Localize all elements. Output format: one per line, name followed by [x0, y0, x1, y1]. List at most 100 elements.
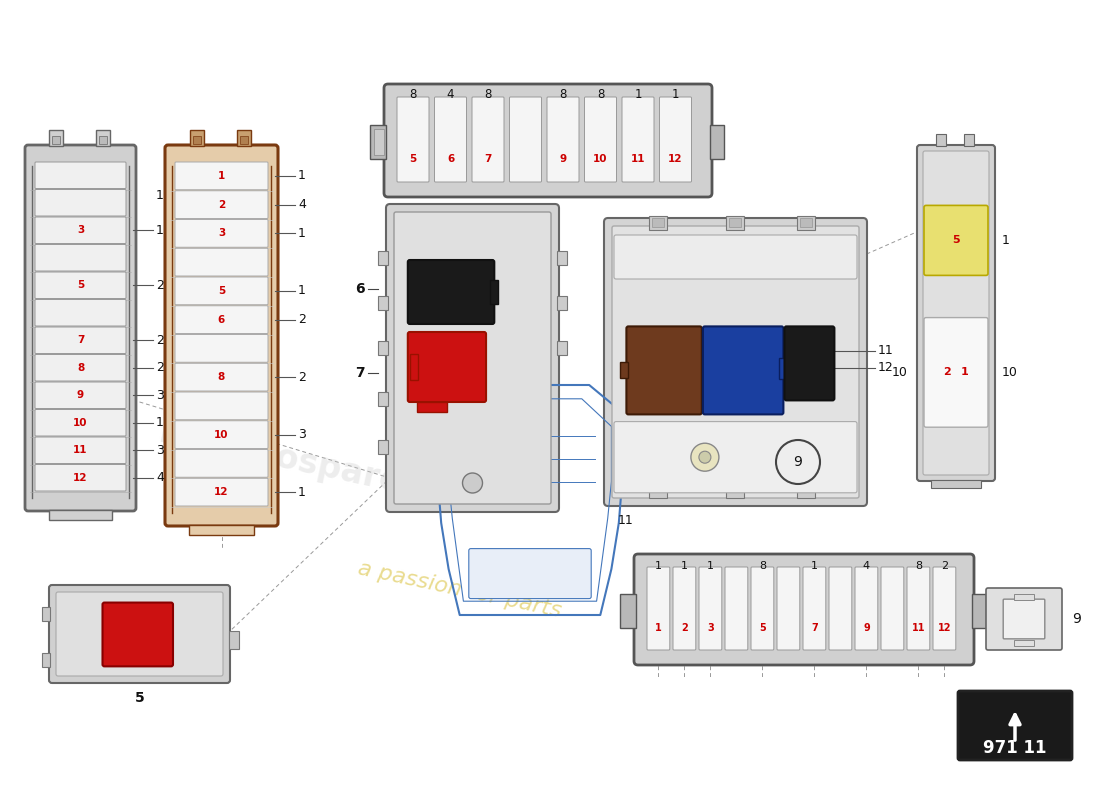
- Text: 1: 1: [961, 367, 969, 378]
- Text: 10: 10: [1002, 366, 1018, 379]
- FancyBboxPatch shape: [784, 326, 835, 400]
- Bar: [965, 134, 975, 146]
- Text: 3: 3: [707, 623, 714, 633]
- Text: 4: 4: [156, 471, 164, 484]
- Text: 12: 12: [669, 154, 683, 164]
- Text: EL Eurospares: EL Eurospares: [156, 416, 424, 504]
- FancyBboxPatch shape: [703, 326, 783, 414]
- FancyBboxPatch shape: [751, 567, 773, 650]
- Text: 1: 1: [298, 486, 306, 498]
- Text: 2: 2: [156, 334, 164, 346]
- FancyBboxPatch shape: [621, 97, 654, 182]
- FancyBboxPatch shape: [175, 277, 268, 305]
- Text: 1: 1: [156, 189, 164, 202]
- Bar: [378, 341, 388, 355]
- FancyBboxPatch shape: [924, 206, 988, 275]
- FancyBboxPatch shape: [434, 97, 466, 182]
- FancyBboxPatch shape: [175, 219, 268, 247]
- Text: 5: 5: [77, 280, 84, 290]
- Text: 6: 6: [355, 282, 365, 296]
- Text: 10: 10: [214, 430, 229, 440]
- Text: 3: 3: [298, 428, 306, 441]
- FancyBboxPatch shape: [397, 97, 429, 182]
- Text: 11: 11: [618, 514, 634, 526]
- FancyBboxPatch shape: [50, 585, 230, 683]
- Text: 3: 3: [156, 389, 164, 402]
- Text: 9: 9: [1072, 612, 1081, 626]
- Text: 11: 11: [878, 344, 893, 358]
- FancyBboxPatch shape: [725, 567, 748, 650]
- Text: 4: 4: [862, 562, 870, 571]
- Text: 2: 2: [218, 200, 226, 210]
- FancyBboxPatch shape: [855, 567, 878, 650]
- Text: 1: 1: [654, 562, 662, 571]
- Bar: [726, 216, 744, 230]
- Text: 12: 12: [878, 361, 893, 374]
- FancyBboxPatch shape: [614, 422, 857, 493]
- FancyBboxPatch shape: [881, 567, 904, 650]
- Bar: [649, 488, 667, 498]
- FancyBboxPatch shape: [35, 162, 127, 189]
- FancyBboxPatch shape: [35, 327, 127, 354]
- Bar: [192, 136, 201, 144]
- Text: 12: 12: [937, 623, 952, 633]
- Text: 8: 8: [759, 562, 766, 571]
- FancyBboxPatch shape: [986, 588, 1062, 650]
- Text: 10: 10: [593, 154, 607, 164]
- FancyBboxPatch shape: [634, 554, 974, 665]
- FancyBboxPatch shape: [35, 245, 127, 271]
- Text: 1: 1: [635, 88, 641, 101]
- Circle shape: [698, 451, 711, 463]
- FancyBboxPatch shape: [394, 212, 551, 504]
- FancyBboxPatch shape: [175, 392, 268, 420]
- Text: 7: 7: [811, 623, 817, 633]
- FancyBboxPatch shape: [408, 332, 486, 402]
- Bar: [620, 362, 628, 378]
- Bar: [50, 130, 64, 146]
- FancyBboxPatch shape: [408, 260, 494, 324]
- Bar: [190, 130, 204, 146]
- Text: 8: 8: [484, 88, 492, 101]
- FancyBboxPatch shape: [175, 450, 268, 478]
- Text: 1: 1: [298, 170, 306, 182]
- Text: 8: 8: [559, 88, 566, 101]
- Bar: [417, 402, 447, 412]
- Text: 3: 3: [218, 228, 226, 238]
- Text: 9: 9: [77, 390, 84, 400]
- FancyBboxPatch shape: [35, 299, 127, 326]
- FancyBboxPatch shape: [35, 272, 127, 298]
- FancyBboxPatch shape: [175, 421, 268, 449]
- FancyBboxPatch shape: [933, 567, 956, 650]
- Bar: [42, 653, 50, 667]
- Text: 11: 11: [74, 446, 88, 455]
- FancyBboxPatch shape: [917, 145, 996, 481]
- Text: 9: 9: [793, 455, 802, 469]
- FancyBboxPatch shape: [56, 592, 223, 676]
- Text: 4: 4: [447, 88, 454, 101]
- Text: 1: 1: [218, 171, 226, 181]
- Text: 9: 9: [864, 623, 870, 633]
- Text: 4: 4: [298, 198, 306, 211]
- Bar: [936, 134, 946, 146]
- Text: 12: 12: [214, 487, 229, 497]
- Text: 8: 8: [409, 88, 417, 101]
- Bar: [374, 129, 384, 154]
- FancyBboxPatch shape: [923, 151, 989, 475]
- Bar: [378, 251, 388, 265]
- FancyBboxPatch shape: [547, 97, 579, 182]
- Text: 10: 10: [892, 366, 907, 379]
- FancyBboxPatch shape: [35, 410, 127, 436]
- Bar: [931, 480, 981, 488]
- FancyBboxPatch shape: [1003, 599, 1045, 639]
- FancyBboxPatch shape: [165, 145, 278, 526]
- Bar: [378, 440, 388, 454]
- Text: 7: 7: [77, 335, 85, 346]
- FancyBboxPatch shape: [175, 248, 268, 276]
- Text: 8: 8: [597, 88, 604, 101]
- Text: 1: 1: [156, 224, 164, 237]
- Text: 2: 2: [298, 370, 306, 384]
- Bar: [557, 341, 566, 355]
- Bar: [780, 358, 788, 379]
- Bar: [378, 392, 388, 406]
- Text: 7: 7: [484, 154, 492, 164]
